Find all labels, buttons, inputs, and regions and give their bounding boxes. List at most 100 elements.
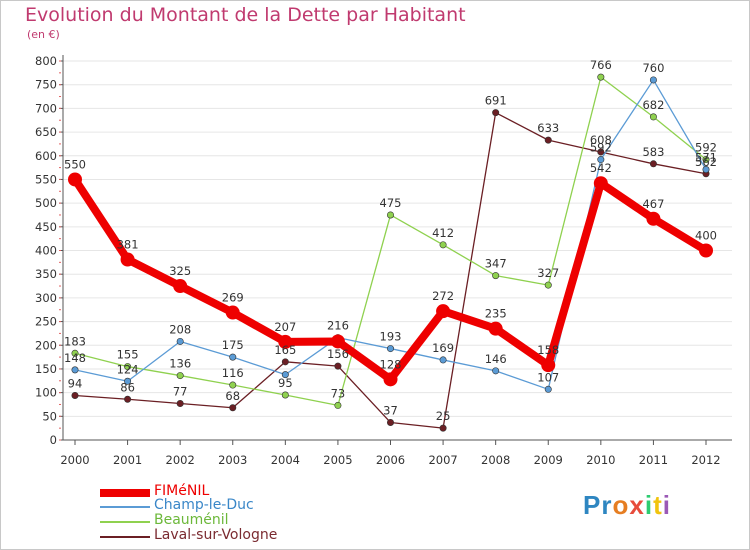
x-tick-label: 2008 [481, 453, 510, 467]
data-label: 542 [590, 161, 612, 175]
y-tick-label: 200 [35, 338, 57, 352]
data-point [68, 172, 82, 187]
data-label: 73 [331, 386, 346, 400]
x-tick-label: 2000 [60, 453, 89, 467]
data-label: 165 [274, 343, 296, 357]
logo-letter: o [612, 490, 630, 520]
data-point [702, 165, 710, 173]
logo-letter: t [653, 490, 663, 520]
data-label: 235 [485, 307, 507, 321]
data-label: 94 [68, 376, 83, 390]
legend-label: FIMéNIL [154, 483, 210, 499]
data-label: 208 [169, 322, 191, 336]
data-label: 183 [64, 334, 86, 348]
y-tick-label: 600 [35, 149, 57, 163]
data-label: 116 [222, 366, 244, 380]
legend-swatch [100, 506, 150, 508]
legend-swatch [100, 521, 150, 523]
data-point [229, 381, 237, 389]
data-label: 169 [432, 341, 454, 355]
data-point [649, 76, 657, 84]
y-tick-label: 50 [42, 409, 57, 423]
y-tick-label: 150 [35, 362, 57, 376]
data-label: 124 [117, 362, 139, 376]
data-point [173, 279, 188, 294]
x-tick-label: 2006 [376, 453, 405, 467]
logo-letter: i [662, 490, 671, 520]
data-label: 207 [274, 320, 296, 334]
data-label: 325 [169, 264, 191, 278]
x-tick-label: 2005 [323, 453, 352, 467]
data-point [176, 372, 184, 380]
data-label: 583 [642, 145, 664, 159]
data-point [541, 358, 556, 373]
data-point [124, 395, 132, 403]
data-point [71, 349, 79, 357]
x-tick-label: 2003 [218, 453, 247, 467]
data-point [544, 385, 552, 393]
data-point [71, 366, 79, 374]
data-point [330, 334, 345, 349]
data-label: 37 [383, 403, 398, 417]
x-tick-label: 2011 [639, 453, 668, 467]
data-label: 68 [225, 389, 240, 403]
data-label: 682 [642, 98, 664, 112]
logo-letter: x [629, 490, 645, 520]
data-point [488, 321, 503, 336]
data-label: 592 [695, 141, 717, 155]
legend-swatch [100, 489, 150, 497]
y-tick-label: 800 [35, 54, 57, 68]
data-point [120, 252, 135, 267]
legend-label: Laval-sur-Vologne [154, 527, 278, 543]
data-label: 25 [436, 409, 451, 423]
logo-letter: P [583, 490, 602, 520]
data-label: 467 [642, 197, 664, 211]
data-point [649, 160, 657, 168]
data-label: 592 [590, 141, 612, 155]
y-tick-label: 250 [35, 315, 57, 329]
data-label: 562 [695, 155, 717, 169]
data-point [124, 363, 132, 371]
data-point [492, 272, 500, 280]
data-label: 327 [537, 266, 559, 280]
data-point [492, 367, 500, 375]
data-label: 269 [222, 291, 244, 305]
data-label: 193 [380, 330, 402, 344]
data-label: 158 [537, 343, 559, 357]
data-label: 550 [64, 157, 86, 171]
x-tick-label: 2004 [271, 453, 300, 467]
data-point [124, 377, 132, 385]
data-label: 400 [695, 229, 717, 243]
data-label: 107 [537, 370, 559, 384]
data-label: 146 [485, 352, 507, 366]
data-point [597, 73, 605, 81]
x-tick-label: 2010 [586, 453, 615, 467]
data-label: 381 [117, 238, 139, 252]
data-point [383, 372, 398, 387]
data-label: 86 [120, 380, 135, 394]
data-point [439, 241, 447, 249]
data-label: 608 [590, 133, 612, 147]
y-tick-label: 750 [35, 78, 57, 92]
logo-letter: i [644, 490, 654, 520]
chart-subtitle: (en €) [27, 28, 60, 41]
y-tick-label: 500 [35, 196, 57, 210]
data-point [436, 304, 451, 319]
data-label: 766 [590, 58, 612, 72]
x-tick-label: 2002 [166, 453, 195, 467]
data-point [386, 345, 394, 353]
data-label: 412 [432, 226, 454, 240]
data-point [439, 424, 447, 432]
y-tick-label: 550 [35, 172, 57, 186]
data-point [597, 156, 605, 164]
data-point [176, 400, 184, 408]
data-label: 95 [278, 376, 293, 390]
data-label: 571 [695, 150, 717, 164]
data-point [281, 371, 289, 379]
data-label: 347 [485, 257, 507, 271]
data-point [229, 404, 237, 412]
y-tick-label: 350 [35, 267, 57, 281]
data-point [492, 109, 500, 117]
data-point [281, 358, 289, 366]
data-label: 760 [642, 61, 664, 75]
